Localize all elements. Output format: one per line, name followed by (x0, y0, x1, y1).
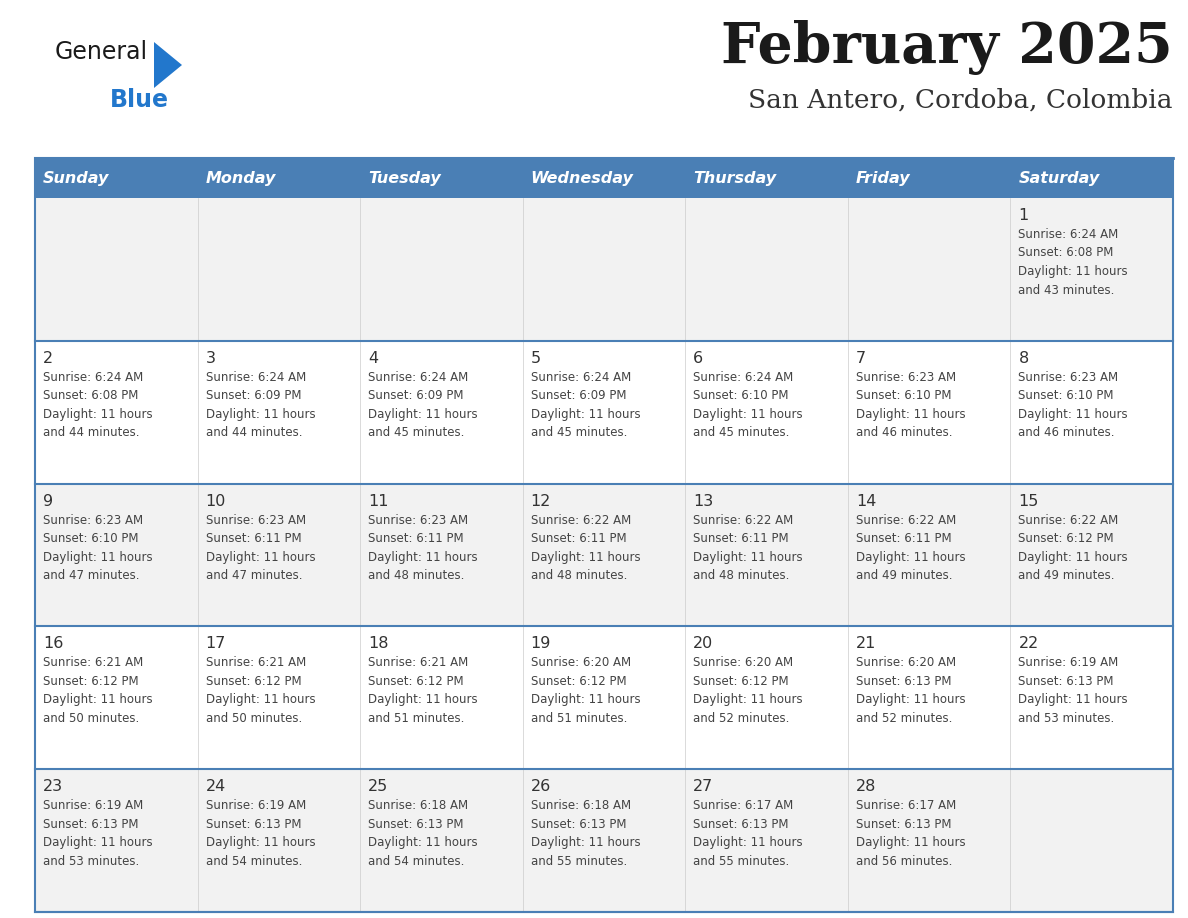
Text: Sunrise: 6:20 AM
Sunset: 6:12 PM
Daylight: 11 hours
and 51 minutes.: Sunrise: 6:20 AM Sunset: 6:12 PM Dayligh… (531, 656, 640, 725)
Text: Sunrise: 6:17 AM
Sunset: 6:13 PM
Daylight: 11 hours
and 56 minutes.: Sunrise: 6:17 AM Sunset: 6:13 PM Dayligh… (855, 800, 966, 868)
Bar (34, 198, 1173, 341)
Text: Sunrise: 6:21 AM
Sunset: 6:12 PM
Daylight: 11 hours
and 51 minutes.: Sunrise: 6:21 AM Sunset: 6:12 PM Dayligh… (368, 656, 478, 725)
Text: 24: 24 (206, 779, 226, 794)
Bar (34, 341, 1173, 484)
Text: Sunrise: 6:22 AM
Sunset: 6:12 PM
Daylight: 11 hours
and 49 minutes.: Sunrise: 6:22 AM Sunset: 6:12 PM Dayligh… (1018, 513, 1129, 582)
Text: 6: 6 (694, 351, 703, 365)
Text: 26: 26 (531, 779, 551, 794)
Bar (34, 769, 1173, 912)
Text: Sunrise: 6:23 AM
Sunset: 6:11 PM
Daylight: 11 hours
and 47 minutes.: Sunrise: 6:23 AM Sunset: 6:11 PM Dayligh… (206, 513, 315, 582)
Text: 9: 9 (43, 494, 53, 509)
Text: Sunrise: 6:20 AM
Sunset: 6:13 PM
Daylight: 11 hours
and 52 minutes.: Sunrise: 6:20 AM Sunset: 6:13 PM Dayligh… (855, 656, 966, 725)
Text: Tuesday: Tuesday (368, 171, 441, 185)
Text: 25: 25 (368, 779, 388, 794)
Text: San Antero, Cordoba, Colombia: San Antero, Cordoba, Colombia (748, 88, 1173, 113)
Bar (197, 158, 360, 198)
Text: Monday: Monday (206, 171, 276, 185)
Bar (523, 158, 685, 198)
Bar (360, 158, 523, 198)
Text: Sunrise: 6:24 AM
Sunset: 6:09 PM
Daylight: 11 hours
and 45 minutes.: Sunrise: 6:24 AM Sunset: 6:09 PM Dayligh… (531, 371, 640, 440)
Text: Sunrise: 6:23 AM
Sunset: 6:10 PM
Daylight: 11 hours
and 46 minutes.: Sunrise: 6:23 AM Sunset: 6:10 PM Dayligh… (1018, 371, 1129, 440)
Text: Wednesday: Wednesday (531, 171, 633, 185)
Text: Sunrise: 6:19 AM
Sunset: 6:13 PM
Daylight: 11 hours
and 54 minutes.: Sunrise: 6:19 AM Sunset: 6:13 PM Dayligh… (206, 800, 315, 868)
Bar (1011, 158, 1173, 198)
Bar (34, 158, 197, 198)
Text: Sunrise: 6:23 AM
Sunset: 6:10 PM
Daylight: 11 hours
and 46 minutes.: Sunrise: 6:23 AM Sunset: 6:10 PM Dayligh… (855, 371, 966, 440)
Text: Sunrise: 6:21 AM
Sunset: 6:12 PM
Daylight: 11 hours
and 50 minutes.: Sunrise: 6:21 AM Sunset: 6:12 PM Dayligh… (43, 656, 152, 725)
Text: 15: 15 (1018, 494, 1038, 509)
Text: 5: 5 (531, 351, 541, 365)
Bar (685, 158, 848, 198)
Text: Sunrise: 6:24 AM
Sunset: 6:09 PM
Daylight: 11 hours
and 45 minutes.: Sunrise: 6:24 AM Sunset: 6:09 PM Dayligh… (368, 371, 478, 440)
Text: 3: 3 (206, 351, 215, 365)
Text: Sunday: Sunday (43, 171, 109, 185)
Text: Blue: Blue (110, 88, 169, 112)
Text: Sunrise: 6:22 AM
Sunset: 6:11 PM
Daylight: 11 hours
and 49 minutes.: Sunrise: 6:22 AM Sunset: 6:11 PM Dayligh… (855, 513, 966, 582)
Text: 11: 11 (368, 494, 388, 509)
Text: 19: 19 (531, 636, 551, 652)
Text: Sunrise: 6:18 AM
Sunset: 6:13 PM
Daylight: 11 hours
and 54 minutes.: Sunrise: 6:18 AM Sunset: 6:13 PM Dayligh… (368, 800, 478, 868)
Text: 4: 4 (368, 351, 378, 365)
Bar (34, 484, 1173, 626)
Text: 18: 18 (368, 636, 388, 652)
Text: 17: 17 (206, 636, 226, 652)
Text: Saturday: Saturday (1018, 171, 1100, 185)
Text: 12: 12 (531, 494, 551, 509)
Text: 23: 23 (43, 779, 63, 794)
Text: 13: 13 (694, 494, 714, 509)
Text: 27: 27 (694, 779, 714, 794)
Text: Sunrise: 6:22 AM
Sunset: 6:11 PM
Daylight: 11 hours
and 48 minutes.: Sunrise: 6:22 AM Sunset: 6:11 PM Dayligh… (531, 513, 640, 582)
Text: Sunrise: 6:24 AM
Sunset: 6:09 PM
Daylight: 11 hours
and 44 minutes.: Sunrise: 6:24 AM Sunset: 6:09 PM Dayligh… (206, 371, 315, 440)
Text: Sunrise: 6:20 AM
Sunset: 6:12 PM
Daylight: 11 hours
and 52 minutes.: Sunrise: 6:20 AM Sunset: 6:12 PM Dayligh… (694, 656, 803, 725)
Text: 7: 7 (855, 351, 866, 365)
Text: 16: 16 (43, 636, 63, 652)
Text: Sunrise: 6:23 AM
Sunset: 6:10 PM
Daylight: 11 hours
and 47 minutes.: Sunrise: 6:23 AM Sunset: 6:10 PM Dayligh… (43, 513, 152, 582)
Text: 14: 14 (855, 494, 877, 509)
Text: 22: 22 (1018, 636, 1038, 652)
Text: 8: 8 (1018, 351, 1029, 365)
Text: Sunrise: 6:24 AM
Sunset: 6:08 PM
Daylight: 11 hours
and 43 minutes.: Sunrise: 6:24 AM Sunset: 6:08 PM Dayligh… (1018, 228, 1129, 297)
Text: Sunrise: 6:17 AM
Sunset: 6:13 PM
Daylight: 11 hours
and 55 minutes.: Sunrise: 6:17 AM Sunset: 6:13 PM Dayligh… (694, 800, 803, 868)
Polygon shape (154, 42, 182, 88)
Text: 1: 1 (1018, 208, 1029, 223)
Text: Sunrise: 6:19 AM
Sunset: 6:13 PM
Daylight: 11 hours
and 53 minutes.: Sunrise: 6:19 AM Sunset: 6:13 PM Dayligh… (43, 800, 152, 868)
Text: Sunrise: 6:23 AM
Sunset: 6:11 PM
Daylight: 11 hours
and 48 minutes.: Sunrise: 6:23 AM Sunset: 6:11 PM Dayligh… (368, 513, 478, 582)
Text: Sunrise: 6:21 AM
Sunset: 6:12 PM
Daylight: 11 hours
and 50 minutes.: Sunrise: 6:21 AM Sunset: 6:12 PM Dayligh… (206, 656, 315, 725)
Text: Sunrise: 6:19 AM
Sunset: 6:13 PM
Daylight: 11 hours
and 53 minutes.: Sunrise: 6:19 AM Sunset: 6:13 PM Dayligh… (1018, 656, 1129, 725)
Text: 28: 28 (855, 779, 877, 794)
Bar (34, 158, 1173, 912)
Text: Sunrise: 6:24 AM
Sunset: 6:08 PM
Daylight: 11 hours
and 44 minutes.: Sunrise: 6:24 AM Sunset: 6:08 PM Dayligh… (43, 371, 152, 440)
Bar (848, 158, 1011, 198)
Text: Thursday: Thursday (694, 171, 777, 185)
Text: General: General (55, 40, 148, 64)
Text: Sunrise: 6:18 AM
Sunset: 6:13 PM
Daylight: 11 hours
and 55 minutes.: Sunrise: 6:18 AM Sunset: 6:13 PM Dayligh… (531, 800, 640, 868)
Text: 10: 10 (206, 494, 226, 509)
Text: 2: 2 (43, 351, 53, 365)
Text: 21: 21 (855, 636, 877, 652)
Text: Friday: Friday (855, 171, 910, 185)
Text: 20: 20 (694, 636, 714, 652)
Text: Sunrise: 6:22 AM
Sunset: 6:11 PM
Daylight: 11 hours
and 48 minutes.: Sunrise: 6:22 AM Sunset: 6:11 PM Dayligh… (694, 513, 803, 582)
Text: Sunrise: 6:24 AM
Sunset: 6:10 PM
Daylight: 11 hours
and 45 minutes.: Sunrise: 6:24 AM Sunset: 6:10 PM Dayligh… (694, 371, 803, 440)
Text: February 2025: February 2025 (721, 20, 1173, 75)
Bar (34, 626, 1173, 769)
